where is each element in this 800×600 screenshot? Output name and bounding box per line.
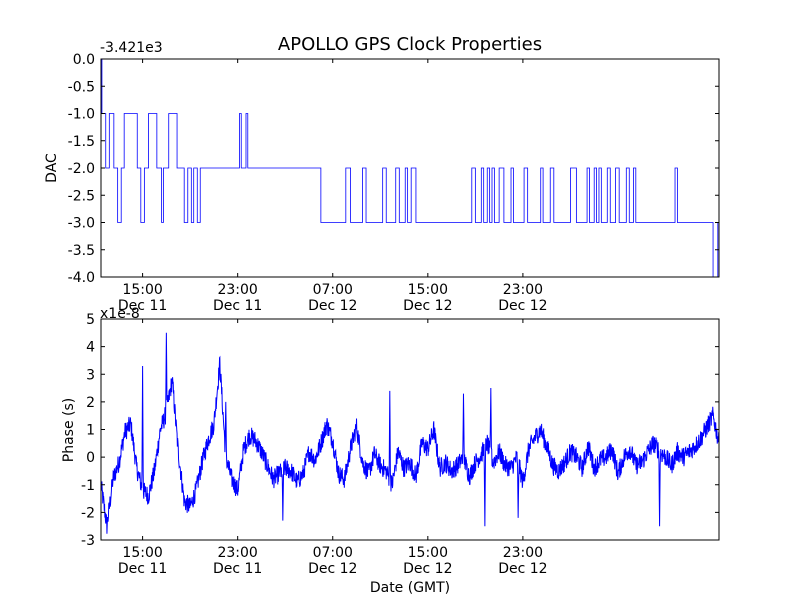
dac-plot-area: 0.0 -0.5 -1.0 -1.5 -2.0 -2.5 -3.0 -3.5 -4.0 15:00…	[68, 52, 720, 314]
phase-x-tick-time: 15:00	[122, 545, 162, 561]
dac-x-tick-time: 15:00	[408, 282, 448, 298]
phase-y-tick-label: 1	[86, 423, 95, 439]
dac-subplot: -3.421e3 DAC 0.0 -0.5 -1.0 -1.5 -2.0 -2.5 -3.0…	[44, 40, 720, 314]
dac-offset-label: -3.421e3	[100, 40, 163, 56]
dac-y-tick-label: -2.0	[68, 161, 95, 177]
phase-frame	[100, 318, 720, 541]
dac-x-tick-date: Dec 12	[403, 298, 452, 314]
phase-x-tick-date: Dec 11	[213, 561, 262, 577]
dac-y-tick-label: -2.5	[68, 188, 95, 204]
phase-x-tick-time: 23:00	[503, 545, 543, 561]
phase-y-tick-label: 3	[86, 367, 95, 383]
dac-y-tick-label: -3.5	[68, 243, 95, 259]
dac-x-tick-date: Dec 12	[308, 298, 357, 314]
phase-y-tick-label: -1	[81, 478, 95, 494]
dac-x-tick-time: 07:00	[313, 282, 353, 298]
phase-x-tick-date: Dec 12	[498, 561, 547, 577]
phase-x-tick-date: Dec 12	[403, 561, 452, 577]
dac-y-axis-label: DAC	[44, 153, 60, 183]
phase-y-tick-label: -3	[81, 533, 95, 549]
dac-y-tick-label: -0.5	[68, 79, 95, 95]
dac-x-tick-time: 23:00	[217, 282, 257, 298]
phase-x-tick-time: 07:00	[313, 545, 353, 561]
dac-x-tick-date: Dec 12	[498, 298, 547, 314]
dac-y-tick-label: -1.5	[68, 134, 95, 150]
dac-x-tick-time: 15:00	[122, 282, 162, 298]
dac-y-tick-label: -3.0	[68, 216, 95, 232]
dac-series-line	[101, 59, 719, 277]
x-axis-label: Date (GMT)	[370, 580, 450, 596]
phase-series-line	[101, 332, 719, 534]
chart-title: APOLLO GPS Clock Properties	[278, 34, 542, 55]
phase-y-tick-label: -2	[81, 505, 95, 521]
dac-y-tick-label: 0.0	[73, 52, 95, 68]
phase-y-tick-label: 5	[86, 312, 95, 328]
dac-y-tick-label: -1.0	[68, 107, 95, 123]
phase-y-tick-label: 2	[86, 395, 95, 411]
phase-x-tick-date: Dec 12	[308, 561, 357, 577]
phase-x-tick-time: 23:00	[217, 545, 257, 561]
dac-y-tick-label: -4.0	[68, 270, 95, 286]
phase-x-tick-time: 15:00	[408, 545, 448, 561]
phase-y-axis-label: Phase (s)	[61, 398, 77, 462]
phase-offset-label: x1e-8	[100, 306, 140, 322]
phase-y-tick-label: 4	[86, 340, 95, 356]
phase-y-tick-label: 0	[86, 450, 95, 466]
dac-x-tick-date: Dec 11	[213, 298, 262, 314]
dac-x-tick-time: 23:00	[503, 282, 543, 298]
dac-x-tick-date: Dec 11	[118, 298, 167, 314]
phase-x-tick-date: Dec 11	[118, 561, 167, 577]
